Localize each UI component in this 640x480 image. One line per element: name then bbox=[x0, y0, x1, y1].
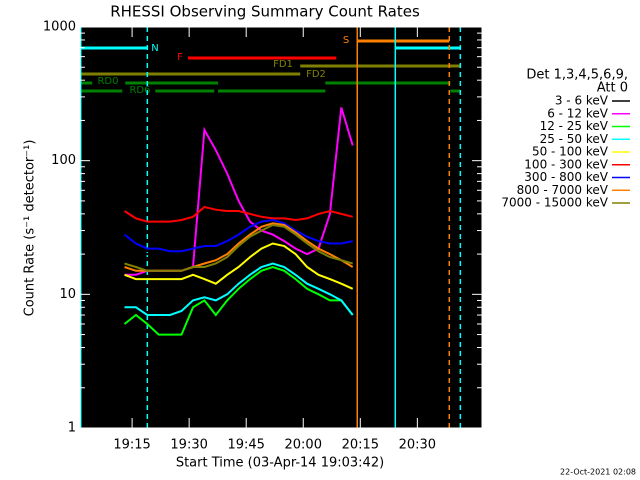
flag-label: F bbox=[177, 52, 183, 63]
flag-label: FD1 bbox=[273, 59, 293, 70]
y-tick-label: 1000 bbox=[43, 20, 76, 35]
series-line bbox=[124, 223, 353, 272]
series-line bbox=[124, 242, 354, 290]
legend-label: 12 - 25 keV bbox=[540, 119, 609, 133]
x-axis-label: Start Time (03-Apr-14 19:03:42) bbox=[176, 456, 384, 471]
legend-label: 300 - 800 keV bbox=[524, 170, 608, 184]
x-tick-label: 19:30 bbox=[170, 438, 207, 453]
legend-label: 3 - 6 keV bbox=[555, 94, 609, 108]
series-line bbox=[124, 262, 354, 316]
series-line bbox=[123, 218, 353, 253]
legend-title: Det 1,3,4,5,6,9, bbox=[526, 68, 628, 83]
flag-label: RD6 bbox=[129, 85, 150, 96]
x-tick-label: 19:45 bbox=[227, 438, 264, 453]
flag-label: FD2 bbox=[306, 69, 326, 80]
y-tick-label: 100 bbox=[51, 153, 76, 168]
legend-label: 6 - 12 keV bbox=[547, 106, 609, 120]
legend-label: 100 - 300 keV bbox=[524, 157, 608, 171]
x-tick-label: 20:15 bbox=[342, 438, 379, 453]
y-tick-label: 1 bbox=[68, 421, 76, 436]
timestamp: 22-Oct-2021 02:08 bbox=[560, 468, 636, 477]
chart-title: RHESSI Observing Summary Count Rates bbox=[110, 3, 420, 21]
series-line bbox=[123, 265, 354, 336]
legend-label: 50 - 100 keV bbox=[532, 145, 609, 159]
legend-title: Att 0 bbox=[597, 81, 628, 96]
legend-label: 7000 - 15000 keV bbox=[501, 196, 608, 210]
y-tick-label: 10 bbox=[59, 287, 76, 302]
flag-label: S bbox=[343, 35, 349, 46]
flag-label: N bbox=[151, 43, 158, 54]
x-tick-label: 20:30 bbox=[399, 438, 436, 453]
series-line bbox=[123, 205, 353, 223]
x-tick-label: 20:00 bbox=[285, 438, 322, 453]
x-tick-label: 19:15 bbox=[113, 438, 150, 453]
legend-label: 25 - 50 keV bbox=[540, 132, 609, 146]
flag-label: RD0 bbox=[97, 76, 118, 87]
y-axis-label: Count Rate (s⁻¹ detector⁻¹) bbox=[23, 140, 38, 317]
legend-label: 800 - 7000 keV bbox=[517, 183, 609, 197]
axes-frame bbox=[79, 26, 483, 429]
